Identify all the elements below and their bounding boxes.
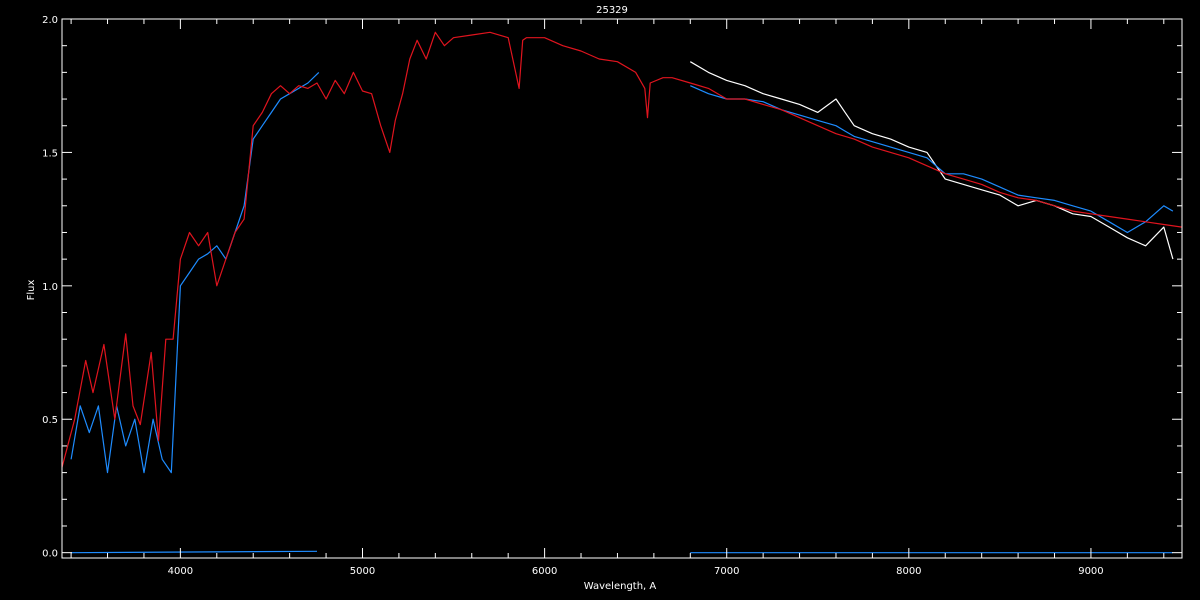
chart-title: 25329 [596,5,628,16]
y-tick-label: 2.0 [42,15,58,26]
y-tick-label: 0.0 [42,549,58,560]
x-tick-label: 9000 [1078,566,1103,577]
series-line-1 [70,71,320,474]
y-tick-label: 1.0 [42,282,58,293]
x-tick-label: 7000 [714,566,739,577]
x-tick-label: 5000 [350,566,375,577]
x-tick-label: 4000 [168,566,193,577]
y-tick-label: 1.5 [42,148,58,159]
plot-area [62,31,1182,554]
x-tick-label: 8000 [896,566,921,577]
x-axis-title: Wavelength, A [584,581,657,592]
series-line-0 [62,31,1182,468]
y-axis-title: Flux [26,280,37,301]
series-line-4 [71,550,318,554]
x-tick-label: 6000 [532,566,557,577]
plot-frame [61,18,1183,559]
series-line-3 [689,61,1174,260]
y-tick-label: 0.5 [42,415,58,426]
axes: 4000 5000 6000 7000 8000 9000 0.0 0.5 1.0 1.5 2.0 [42,15,1183,577]
